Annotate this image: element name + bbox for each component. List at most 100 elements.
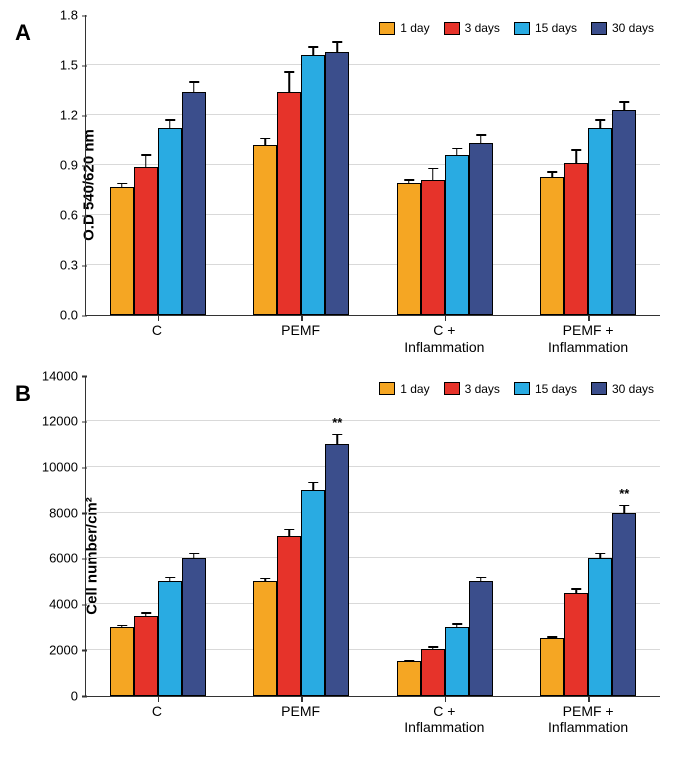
panel-a-label: A: [15, 20, 31, 46]
panel-b-xlabels: CPEMFC +InflammationPEMF +Inflammation: [85, 697, 660, 737]
bar: [421, 649, 445, 696]
x-tick: [158, 315, 160, 321]
bar-wrap: **: [612, 513, 636, 696]
bar-wrap: [277, 92, 301, 315]
x-label: PEMF +Inflammation: [516, 316, 660, 356]
bar: [182, 92, 206, 315]
bar-wrap: [469, 581, 493, 695]
significance-marker: **: [332, 415, 342, 430]
bar-wrap: [253, 145, 277, 315]
legend-label: 3 days: [465, 382, 500, 396]
error-bar: [576, 588, 578, 594]
panel-b-groups: ** **: [86, 376, 660, 696]
error-bar: [456, 148, 458, 156]
bar-wrap: [588, 558, 612, 695]
bar: [110, 627, 134, 696]
bar: [253, 581, 277, 695]
error-bar: [624, 505, 626, 514]
error-bar: [193, 553, 195, 560]
y-tick: 8000: [49, 505, 86, 520]
bar-wrap: **: [325, 444, 349, 695]
legend-item-day30: 30 days: [591, 21, 654, 35]
bar-wrap: [540, 177, 564, 315]
error-bar: [121, 625, 123, 628]
bar: [301, 55, 325, 315]
bar: [134, 167, 158, 315]
y-tick: 0.6: [60, 208, 86, 223]
legend-b: 1 day3 days15 days30 days: [379, 382, 654, 396]
panel-b-label: B: [15, 381, 31, 407]
error-bar: [193, 81, 195, 93]
legend-item-day1: 1 day: [379, 382, 429, 396]
legend-label: 30 days: [612, 382, 654, 396]
error-bar: [313, 46, 315, 56]
bar-group: [86, 15, 230, 315]
bar: [301, 490, 325, 696]
legend-label: 1 day: [400, 382, 429, 396]
bar: [588, 558, 612, 695]
panel-b-chart: 1 day3 days15 days30 days 02000400060008…: [85, 376, 660, 697]
bar: [277, 92, 301, 315]
bar: [469, 143, 493, 315]
panel-a-xlabels: CPEMFC +InflammationPEMF +Inflammation: [85, 316, 660, 356]
legend-swatch: [591, 382, 607, 395]
bar-wrap: [588, 128, 612, 315]
panel-a: A O.D 540/620 nm 1 day3 days15 days30 da…: [15, 15, 670, 356]
error-bar: [432, 646, 434, 649]
x-label: PEMF: [229, 697, 373, 737]
error-bar: [480, 577, 482, 583]
legend-item-day1: 1 day: [379, 21, 429, 35]
legend-item-day15: 15 days: [514, 21, 577, 35]
x-tick: [301, 315, 303, 321]
legend-swatch: [591, 22, 607, 35]
legend-item-day30: 30 days: [591, 382, 654, 396]
legend-item-day3: 3 days: [444, 382, 500, 396]
x-tick: [588, 696, 590, 702]
bar-wrap: [301, 55, 325, 315]
x-label: C +Inflammation: [373, 316, 517, 356]
bar-wrap: [397, 661, 421, 695]
bar: [445, 627, 469, 696]
y-tick: 1.5: [60, 58, 86, 73]
legend-swatch: [444, 22, 460, 35]
panel-a-groups: [86, 15, 660, 315]
bar-wrap: [421, 180, 445, 315]
error-bar: [600, 119, 602, 129]
legend-label: 1 day: [400, 21, 429, 35]
error-bar: [337, 41, 339, 53]
bar: [158, 128, 182, 315]
legend-swatch: [514, 382, 530, 395]
error-bar: [552, 171, 554, 178]
bar: [612, 110, 636, 315]
significance-marker: **: [619, 486, 629, 501]
y-tick: 6000: [49, 551, 86, 566]
bar-wrap: [277, 536, 301, 696]
error-bar: [432, 168, 434, 181]
bar: [182, 558, 206, 695]
bar-group: [373, 376, 517, 696]
bar-wrap: [612, 110, 636, 315]
error-bar: [169, 577, 171, 583]
bar-wrap: [397, 183, 421, 315]
bar-group: **: [517, 376, 661, 696]
y-tick: 4000: [49, 597, 86, 612]
error-bar: [313, 482, 315, 491]
bar-wrap: [134, 616, 158, 696]
bar-wrap: [564, 593, 588, 696]
bar: **: [612, 513, 636, 696]
error-bar: [145, 612, 147, 617]
error-bar: [265, 138, 267, 146]
x-tick: [588, 315, 590, 321]
error-bar: [145, 154, 147, 167]
y-tick: 0.3: [60, 258, 86, 273]
error-bar: [480, 134, 482, 144]
y-tick: 14000: [42, 368, 86, 383]
panel-a-chart: 1 day3 days15 days30 days 0.00.30.60.91.…: [85, 15, 660, 316]
error-bar: [408, 179, 410, 184]
bar-wrap: [158, 581, 182, 695]
error-bar: [289, 529, 291, 537]
legend-a: 1 day3 days15 days30 days: [379, 21, 654, 35]
error-bar: [121, 183, 123, 188]
error-bar: [289, 71, 291, 93]
bar: [564, 593, 588, 696]
